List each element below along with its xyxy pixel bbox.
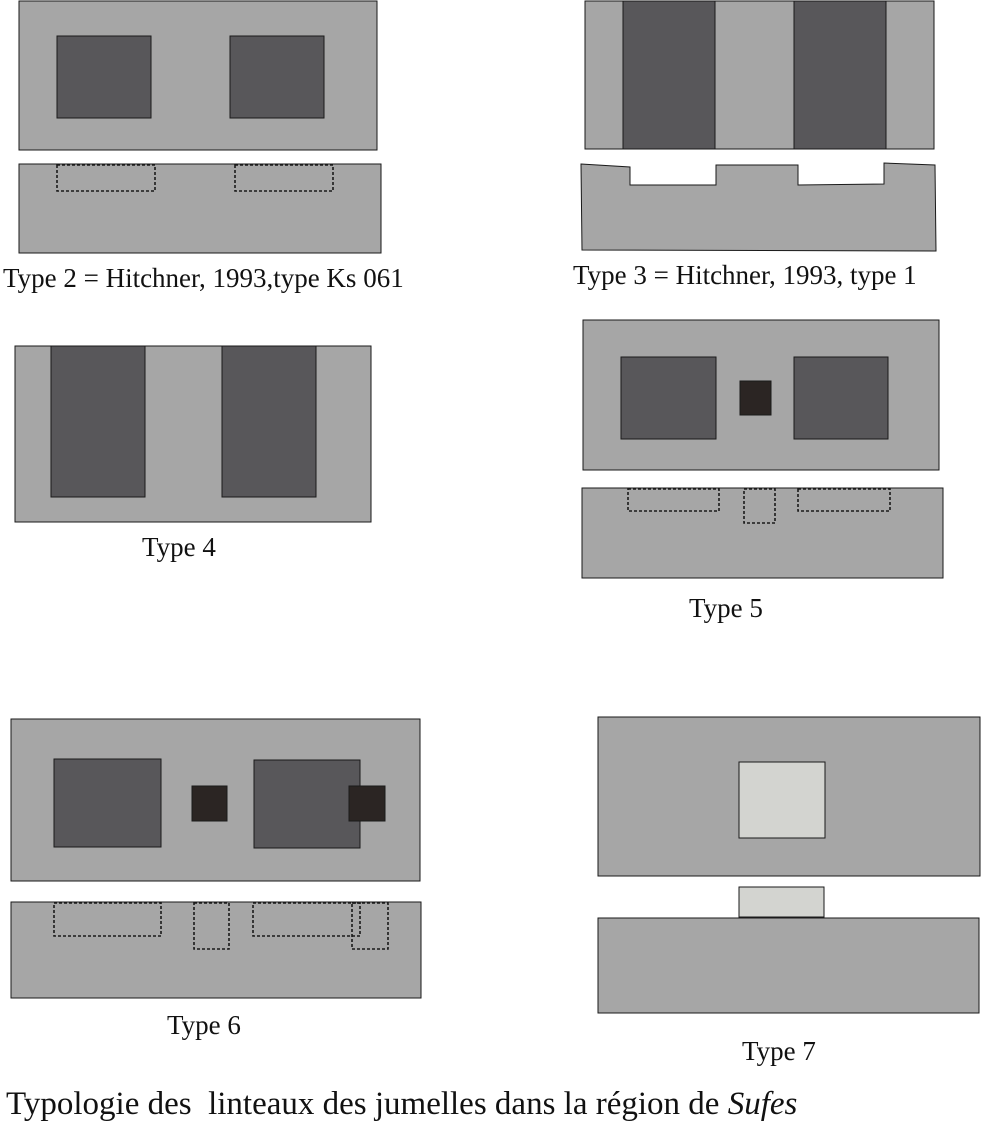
type-7-tenon-side (739, 887, 824, 917)
type-5-group: Type 5 (582, 320, 943, 623)
type-6-peg-socket-center (192, 786, 227, 821)
type-2-group: Type 2 = Hitchner, 1993,type Ks 061 (3, 1, 404, 293)
type-2-socket-right (230, 36, 324, 118)
type-3-side-view (581, 163, 936, 251)
type-5-label: Type 5 (689, 593, 763, 623)
type-6-socket-right (254, 760, 360, 848)
type-4-groove-right (222, 346, 316, 497)
figure-caption: Typologie des linteaux des jumelles dans… (6, 1086, 797, 1122)
type-6-label: Type 6 (167, 1010, 241, 1040)
type-5-socket-right (794, 357, 888, 439)
type-5-socket-left (621, 357, 716, 439)
type-3-groove-right (794, 1, 886, 149)
type-3-groove-left (623, 1, 715, 149)
type-7-group: Type 7 (598, 717, 980, 1066)
type-3-group: Type 3 = Hitchner, 1993, type 1 (573, 1, 936, 290)
type-4-groove-left (51, 346, 145, 497)
type-5-peg-socket (740, 381, 771, 415)
type-6-group: Type 6 (11, 719, 421, 1040)
type-3-label: Type 3 = Hitchner, 1993, type 1 (573, 260, 917, 290)
type-4-label: Type 4 (142, 532, 216, 562)
type-2-socket-left (57, 36, 151, 118)
type-7-label: Type 7 (742, 1036, 816, 1066)
caption-place: Sufes (728, 1086, 798, 1122)
type-6-peg-socket-right (349, 786, 385, 821)
type-7-tenon-top (739, 762, 825, 838)
type-2-side-view (19, 164, 381, 253)
type-5-side-view (582, 488, 943, 578)
type-7-side-view (598, 918, 979, 1013)
type-4-group: Type 4 (15, 346, 371, 562)
caption-text: Typologie des linteaux des jumelles dans… (6, 1086, 728, 1122)
type-2-label: Type 2 = Hitchner, 1993,type Ks 061 (3, 263, 404, 293)
type-6-socket-left (54, 759, 161, 847)
